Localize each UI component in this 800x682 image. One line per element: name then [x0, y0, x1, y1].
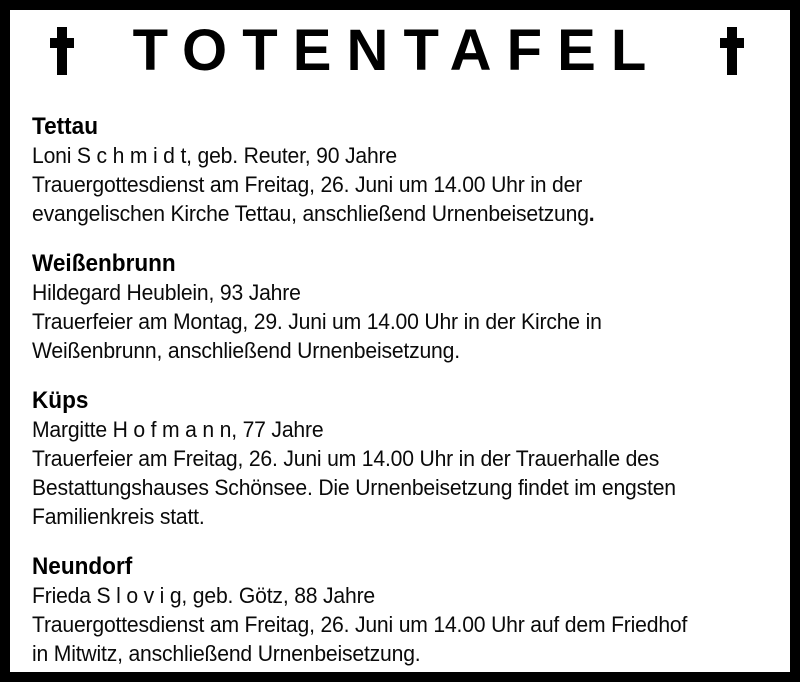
notice-text: Familienkreis statt.: [32, 504, 205, 529]
notice-city-heading: Küps: [32, 387, 89, 414]
notice-line: Margitte H o f m a n n, 77 Jahre: [32, 415, 776, 444]
notice-text: in Mitwitz, anschließend Urnenbeisetzung…: [32, 641, 421, 666]
notice-text: Trauerfeier am Freitag, 26. Juni um 14.0…: [32, 446, 660, 471]
cross-icon: [50, 27, 74, 75]
notice-line: Bestattungshauses Schönsee. Die Urnenbei…: [32, 473, 776, 502]
notice-text: Margitte H o f m a n n, 77 Jahre: [32, 417, 324, 442]
notice-line: Trauergottesdienst am Freitag, 26. Juni …: [32, 170, 776, 199]
notice-text: Loni S c h m i d t, geb. Reuter, 90 Jahr…: [32, 143, 397, 168]
notice-text: Weißenbrunn, anschließend Urnenbeisetzun…: [32, 338, 460, 363]
notice-line: Trauerfeier am Freitag, 26. Juni um 14.0…: [32, 444, 776, 473]
notice-line: Frieda S l o v i g, geb. Götz, 88 Jahre: [32, 581, 776, 610]
notice-section: Küps Margitte H o f m a n n, 77 Jahre Tra…: [32, 386, 776, 531]
notice-city-heading: Tettau: [32, 113, 99, 140]
notice-line: Hildegard Heublein, 93 Jahre: [32, 278, 776, 307]
notice-text: evangelischen Kirche Tettau, anschließen…: [32, 201, 589, 226]
page-title: TOTENTAFEL: [132, 18, 662, 83]
notice-text: Bestattungshauses Schönsee. Die Urnenbei…: [32, 475, 676, 500]
notice-text: Frieda S l o v i g, geb. Götz, 88 Jahre: [32, 583, 375, 608]
notice-line: evangelischen Kirche Tettau, anschließen…: [32, 199, 776, 228]
notice-line: Trauergottesdienst am Freitag, 26. Juni …: [32, 610, 776, 639]
notice-section: Neundorf Frieda S l o v i g, geb. Götz, …: [32, 552, 776, 668]
notice-section: Tettau Loni S c h m i d t, geb. Reuter, …: [32, 112, 776, 228]
notice-text: Hildegard Heublein, 93 Jahre: [32, 280, 301, 305]
notice-sections: Tettau Loni S c h m i d t, geb. Reuter, …: [32, 112, 776, 668]
notice-text: Trauerfeier am Montag, 29. Juni um 14.00…: [32, 309, 602, 334]
notice-line: Familienkreis statt.: [32, 502, 776, 531]
notice-line: in Mitwitz, anschließend Urnenbeisetzung…: [32, 639, 776, 668]
title-row: TOTENTAFEL: [32, 20, 776, 82]
notice-section: Weißenbrunn Hildegard Heublein, 93 Jahre…: [32, 249, 776, 365]
bold-terminal-period: .: [588, 201, 595, 226]
notice-city-heading: Neundorf: [32, 553, 133, 580]
notice-line: Trauerfeier am Montag, 29. Juni um 14.00…: [32, 307, 776, 336]
cross-icon: [719, 27, 744, 75]
notice-line: Weißenbrunn, anschließend Urnenbeisetzun…: [32, 336, 776, 365]
notice-text: Trauergottesdienst am Freitag, 26. Juni …: [32, 612, 688, 637]
notice-city-heading: Weißenbrunn: [32, 250, 176, 277]
notice-line: Loni S c h m i d t, geb. Reuter, 90 Jahr…: [32, 141, 776, 170]
notice-text: Trauergottesdienst am Freitag, 26. Juni …: [32, 172, 583, 197]
